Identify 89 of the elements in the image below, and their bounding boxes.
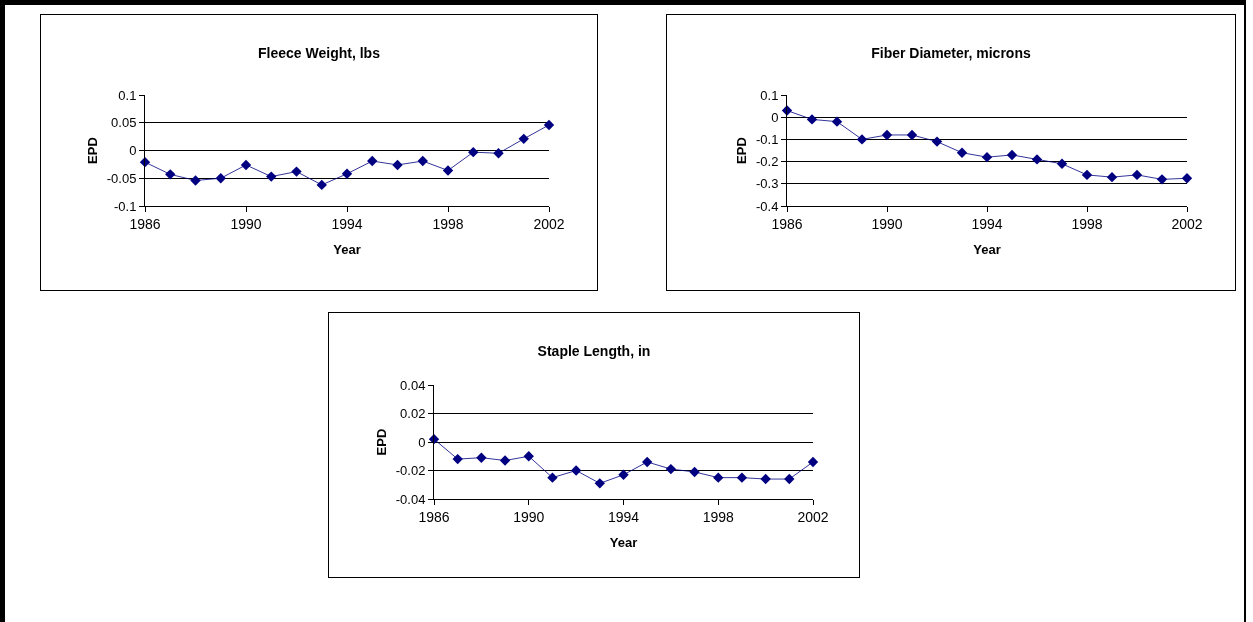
- point: [570, 465, 582, 476]
- y-tick-label: -0.3: [755, 176, 779, 192]
- point: [807, 456, 819, 468]
- y-axis-title: EPD: [373, 428, 389, 456]
- y-tick-label: -0.4: [755, 198, 779, 214]
- point: [1081, 169, 1093, 181]
- point: [341, 168, 353, 180]
- point: [1131, 169, 1143, 181]
- x-axis-title: Year: [609, 535, 638, 551]
- x-axis-title: Year: [333, 242, 361, 258]
- y-axis-title: EPD: [84, 137, 100, 164]
- point: [240, 159, 252, 171]
- point: [1156, 174, 1168, 185]
- point: [442, 165, 454, 176]
- y-tick-label: -0.1: [755, 131, 779, 147]
- point: [499, 455, 511, 466]
- point: [190, 175, 201, 186]
- point: [618, 469, 629, 480]
- point: [523, 451, 534, 462]
- y-tick-label: 0.02: [400, 406, 426, 422]
- point: [641, 456, 653, 468]
- x-tick-label: 1994: [331, 215, 363, 232]
- point: [906, 129, 918, 141]
- y-tick-label: 0: [129, 143, 137, 159]
- point: [392, 159, 403, 171]
- x-tick-label: 1990: [230, 215, 262, 232]
- point: [713, 472, 724, 483]
- point: [784, 473, 795, 485]
- x-tick-label: 1998: [432, 215, 464, 232]
- point: [760, 473, 771, 485]
- x-tick-label: 2002: [533, 215, 565, 232]
- y-tick-label: -0.04: [395, 491, 426, 507]
- point: [543, 119, 555, 131]
- point: [493, 148, 504, 159]
- point: [417, 155, 428, 167]
- point: [518, 133, 529, 145]
- x-tick-label: 1990: [513, 508, 545, 525]
- point: [266, 171, 277, 182]
- point: [931, 136, 943, 147]
- point: [1006, 149, 1018, 161]
- point: [291, 166, 302, 177]
- point: [1106, 171, 1118, 183]
- point: [316, 179, 327, 191]
- y-tick-label: 0: [771, 109, 779, 125]
- point: [956, 147, 968, 158]
- point: [1031, 154, 1043, 165]
- point: [1181, 173, 1193, 184]
- point: [831, 116, 843, 127]
- point: [547, 472, 558, 483]
- y-axis-title: EPD: [733, 137, 749, 164]
- point: [689, 466, 700, 478]
- x-tick-label: 1998: [702, 508, 735, 525]
- chart-title: Fleece Weight, lbs: [258, 44, 381, 61]
- x-tick-label: 1986: [129, 215, 161, 232]
- point: [452, 453, 463, 465]
- x-tick-label: 2002: [797, 508, 829, 525]
- x-tick-label: 1998: [1071, 215, 1103, 232]
- point: [594, 478, 606, 489]
- point: [856, 134, 868, 145]
- x-tick-label: 1986: [771, 215, 803, 232]
- chart-title: Staple Length, in: [537, 342, 651, 359]
- point: [881, 129, 893, 141]
- y-tick-label: -0.1: [113, 198, 137, 214]
- x-axis-title: Year: [973, 242, 1001, 258]
- point: [476, 452, 487, 463]
- x-tick-label: 1986: [418, 508, 450, 525]
- point: [665, 463, 677, 475]
- y-tick-label: 0.1: [760, 87, 779, 103]
- y-tick-label: 0.05: [111, 115, 137, 131]
- point: [981, 151, 993, 163]
- chart-title: Fiber Diameter, microns: [871, 44, 1031, 61]
- point: [1056, 158, 1068, 170]
- point: [165, 169, 176, 180]
- point: [468, 146, 479, 158]
- y-tick-label: 0.1: [118, 87, 137, 103]
- point: [806, 114, 818, 125]
- point: [736, 472, 748, 483]
- point: [139, 156, 151, 168]
- x-tick-label: 1994: [971, 215, 1003, 232]
- x-tick-label: 1990: [871, 215, 903, 232]
- point: [215, 173, 226, 184]
- y-tick-label: 0: [418, 434, 426, 450]
- x-tick-label: 1994: [607, 508, 640, 525]
- y-tick-label: -0.02: [395, 463, 426, 479]
- y-tick-label: -0.2: [755, 154, 779, 170]
- x-tick-label: 2002: [1171, 215, 1203, 232]
- y-tick-label: 0.04: [400, 377, 426, 393]
- y-tick-label: -0.05: [106, 170, 137, 186]
- point: [367, 155, 378, 167]
